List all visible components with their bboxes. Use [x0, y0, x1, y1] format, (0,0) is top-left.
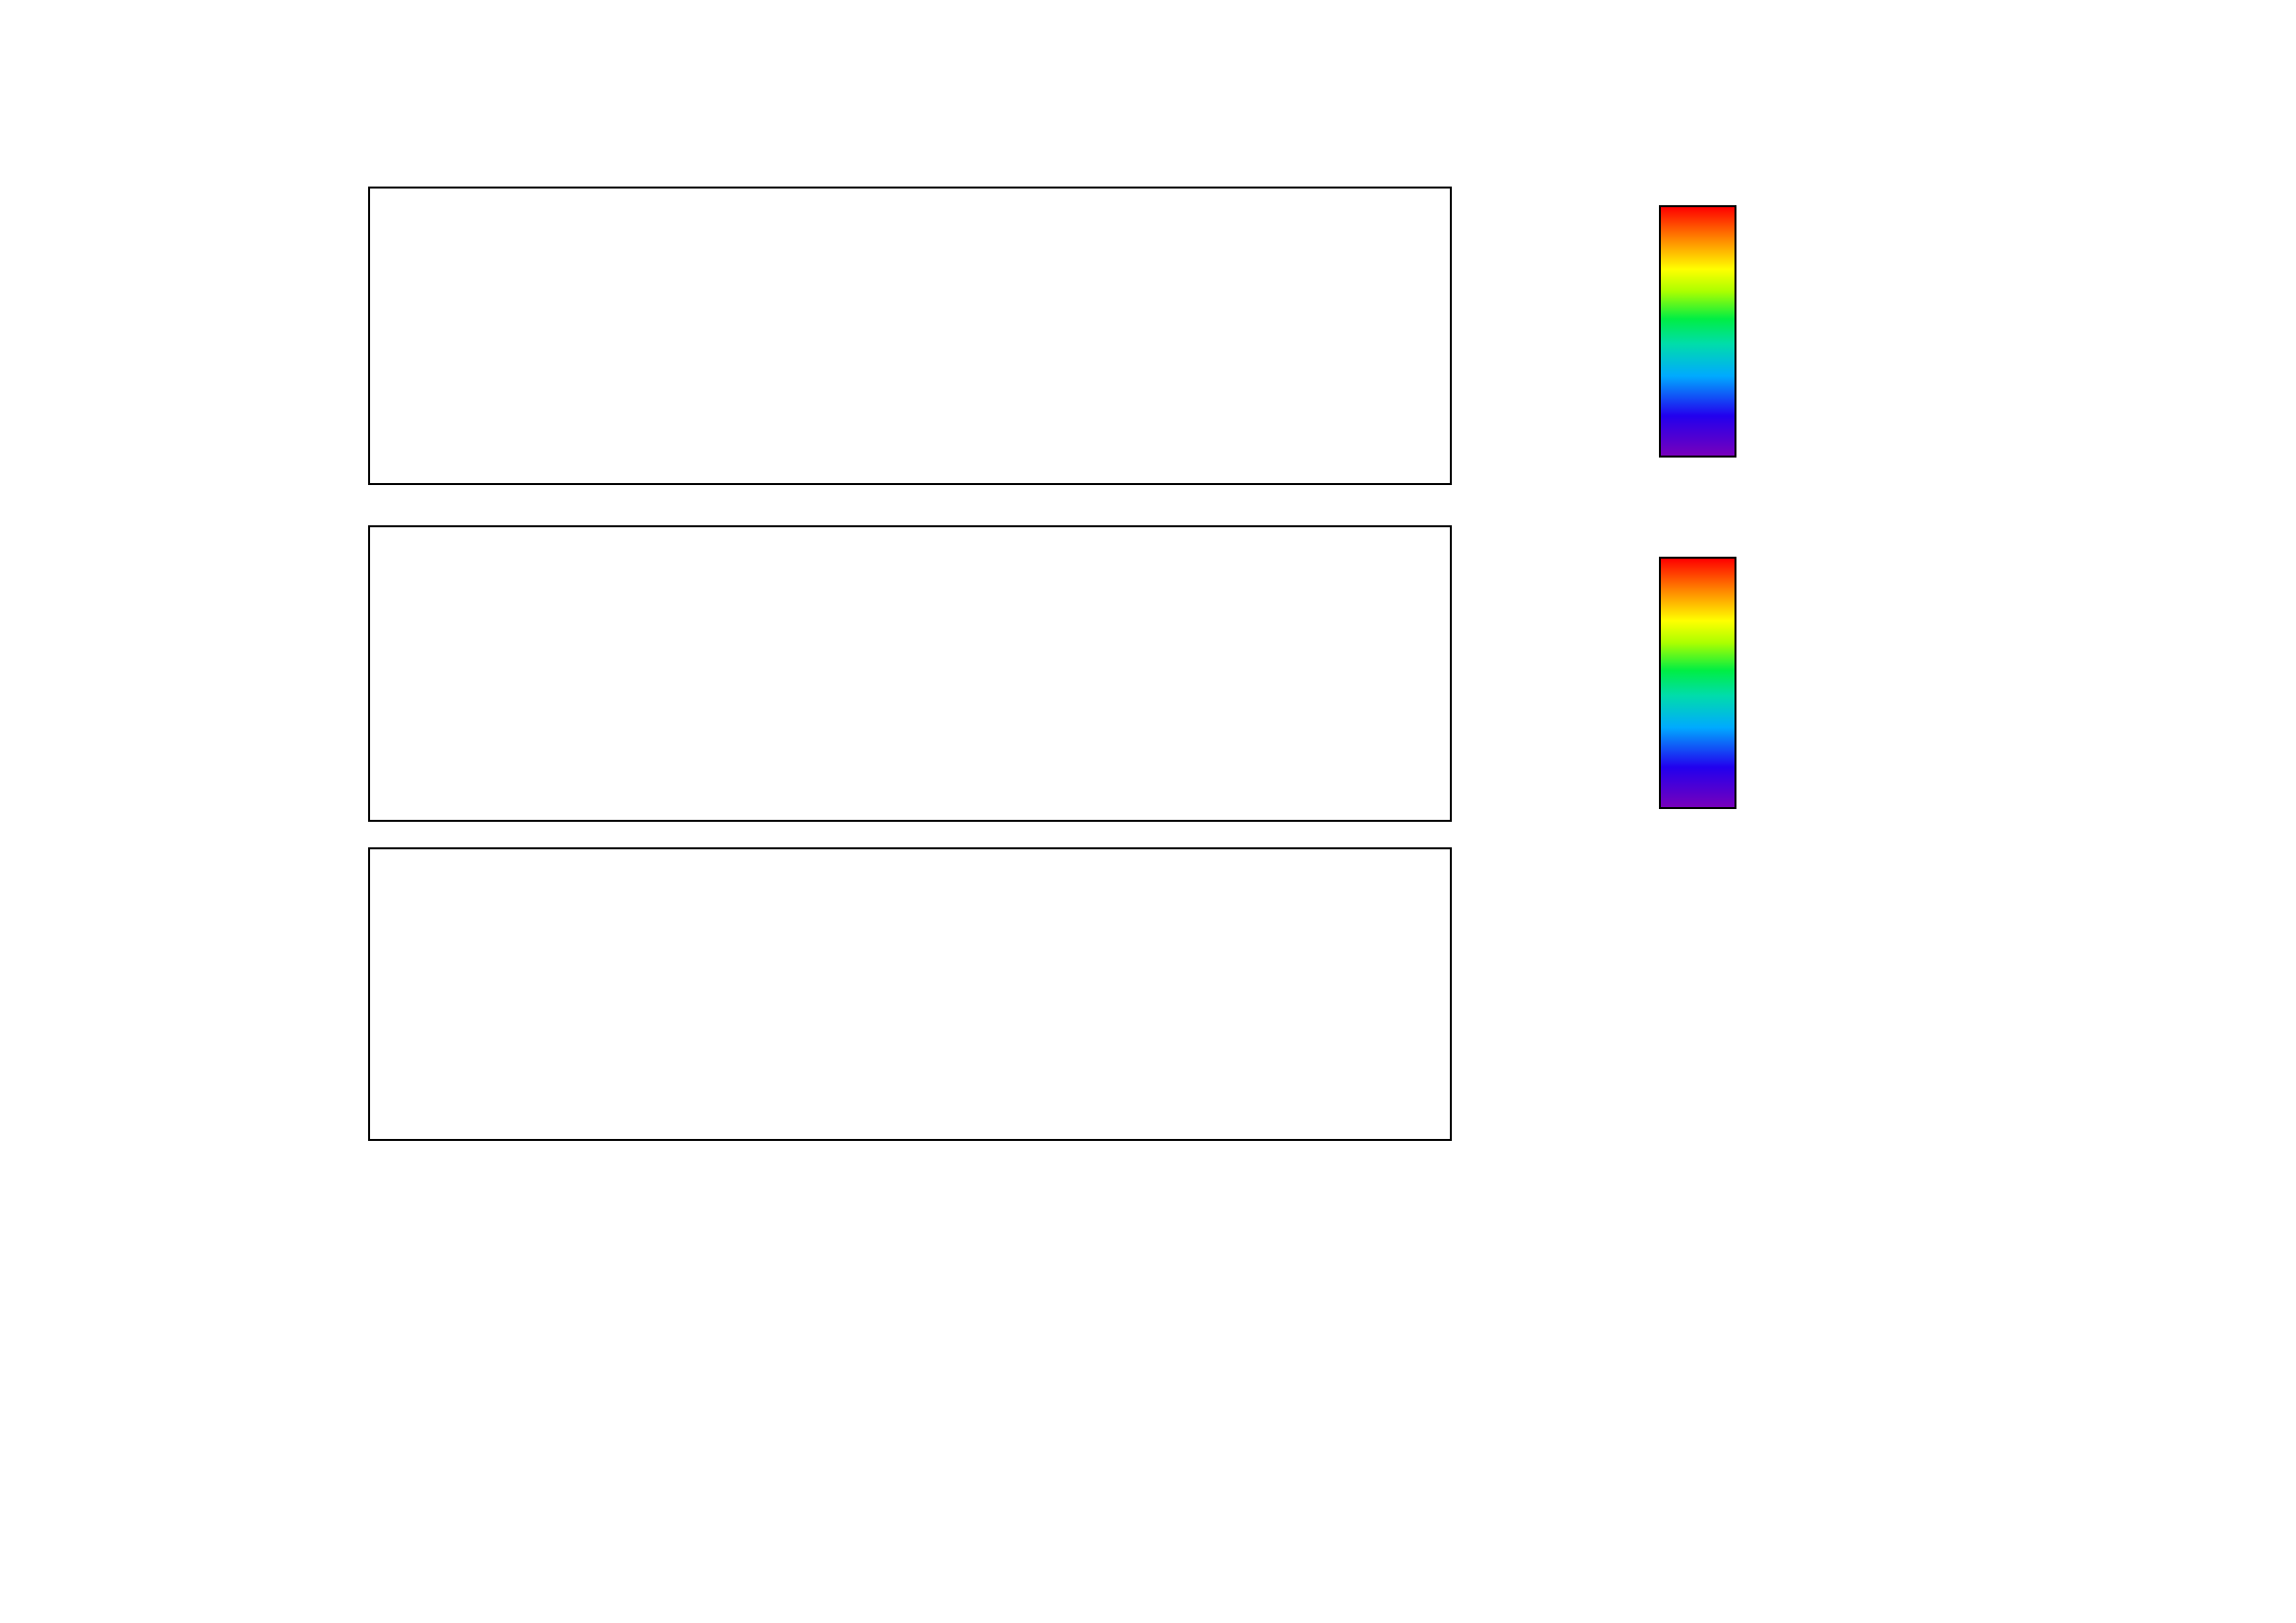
els-spectrogram-panel: [368, 187, 1452, 485]
els-spectrogram-canvas: [370, 189, 1450, 483]
altitude-sza-line-panel: [368, 847, 1452, 1141]
ima-spectrogram-panel: [368, 525, 1452, 822]
ima-spectrogram-canvas: [370, 527, 1450, 820]
altitude-sza-line-canvas: [370, 849, 1450, 1139]
colorbar2: [1659, 557, 1736, 809]
colorbar1: [1659, 205, 1736, 458]
